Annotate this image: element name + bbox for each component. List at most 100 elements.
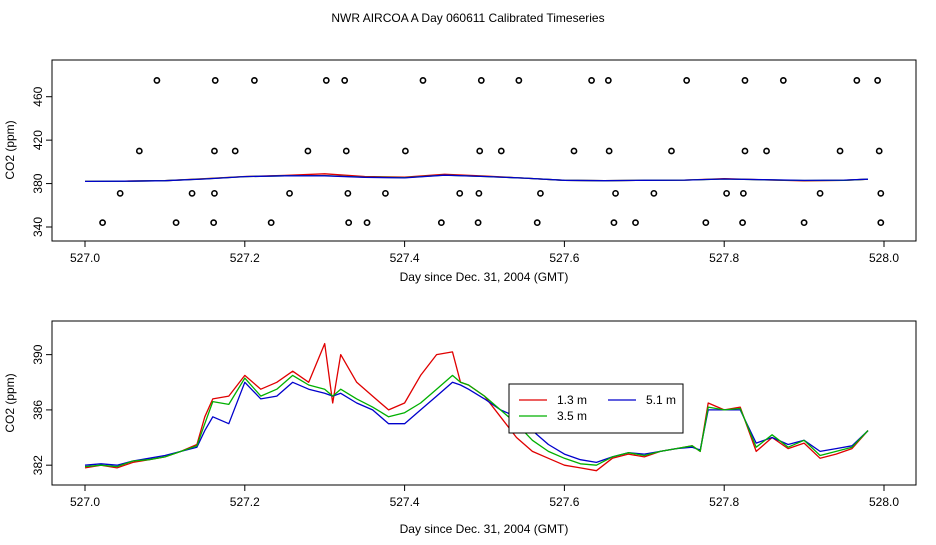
top-calibration-point — [604, 77, 612, 84]
bottom-y-tick-label: 382 — [31, 455, 45, 475]
top-calibration-point — [779, 77, 787, 84]
top-y-tick-label: 340 — [31, 217, 45, 237]
bottom-panel: 527.0 527.2 527.4 527.6 527.8 528.0 382 386 390… — [3, 320, 917, 536]
top-calibration-point — [610, 219, 618, 227]
legend: 1.3 m 5.1 m 3.5 m — [508, 383, 684, 434]
top-x-tick-label: 527.8 — [709, 251, 739, 265]
top-calibration-point — [344, 189, 352, 197]
top-x-tick-label: 527.2 — [230, 251, 260, 265]
top-calibration-point — [286, 189, 293, 197]
top-calibration-point — [497, 147, 505, 155]
top-calibration-point — [836, 147, 844, 155]
top-calibration-point — [474, 219, 482, 227]
bottom-x-tick-label: 527.4 — [390, 495, 420, 509]
legend-box — [508, 383, 684, 434]
top-calibration-point — [739, 219, 746, 227]
top-y-tick-label: 380 — [31, 173, 45, 193]
bottom-plot-frame — [51, 320, 917, 486]
top-series-line-1-3-m — [84, 173, 869, 183]
top-calibration-point — [322, 77, 330, 84]
top-calibration-point — [477, 77, 485, 84]
bottom-series-line-1-3-m — [84, 342, 869, 472]
top-x-tick-label: 527.4 — [390, 251, 420, 265]
bottom-x-tick-label: 527.2 — [230, 495, 260, 509]
top-calibration-point — [763, 147, 770, 155]
top-calibration-point — [605, 147, 613, 155]
top-x-axis: 527.0 527.2 527.4 527.6 527.8 528.0 — [70, 241, 899, 265]
bottom-y-axis-label: CO2 (ppm) — [3, 373, 17, 432]
top-calibration-point — [188, 189, 196, 197]
legend-label-5-1m: 5.1 m — [646, 393, 676, 407]
top-calibration-point — [853, 77, 861, 84]
top-calibration-point — [612, 189, 619, 197]
bottom-series-group — [84, 342, 869, 472]
top-calibration-point — [533, 219, 541, 227]
top-calibration-point — [456, 189, 464, 197]
top-calibration-point — [650, 189, 658, 197]
top-calibration-point — [816, 189, 824, 197]
top-calibration-point — [741, 147, 749, 155]
top-calibration-point — [345, 219, 353, 227]
top-y-axis: 340 380 420 460 — [31, 86, 52, 237]
bottom-y-tick-label: 386 — [31, 400, 45, 420]
top-x-tick-label: 528.0 — [869, 251, 899, 265]
top-calibration-point — [210, 219, 218, 227]
bottom-x-tick-label: 527.0 — [70, 495, 100, 509]
top-calibration-point — [515, 77, 523, 84]
legend-label-3-5m: 3.5 m — [557, 409, 587, 423]
top-calibration-point — [588, 77, 595, 84]
top-calibration-point — [382, 189, 389, 197]
top-calibration-point — [874, 77, 882, 84]
top-panel: 527.0 527.2 527.4 527.6 527.8 528.0 340 380 420… — [3, 59, 917, 284]
bottom-y-tick-label: 390 — [31, 344, 45, 364]
top-y-tick-label: 420 — [31, 130, 45, 150]
top-calibration-point — [211, 147, 218, 155]
top-calibration-point — [211, 189, 218, 197]
top-calibration-point — [570, 147, 578, 155]
top-calibration-point — [342, 147, 350, 155]
bottom-x-tick-label: 527.6 — [549, 495, 579, 509]
top-calibration-point — [475, 189, 483, 197]
bottom-y-axis: 382 386 390 — [31, 344, 52, 475]
top-calibration-point — [341, 77, 349, 84]
top-calibration-point — [401, 147, 409, 155]
top-calibration-point — [668, 147, 675, 155]
top-calibration-point — [135, 147, 143, 155]
top-calibration-point — [437, 219, 445, 227]
top-calibration-point — [739, 189, 747, 197]
bottom-x-axis-label: Day since Dec. 31, 2004 (GMT) — [400, 522, 569, 536]
top-calibration-point — [153, 77, 161, 84]
top-calibration-point — [741, 77, 749, 84]
top-calibration-point — [723, 189, 730, 197]
top-calibration-point — [702, 219, 710, 227]
top-calibration-point — [419, 77, 427, 84]
top-calibration-point — [211, 77, 219, 84]
bottom-x-tick-label: 527.8 — [709, 495, 739, 509]
top-series-group — [84, 173, 869, 183]
chart-title: NWR AIRCOA A Day 060611 Calibrated Times… — [331, 11, 604, 25]
top-calibration-point — [632, 219, 639, 227]
top-calibration-point — [875, 147, 883, 155]
top-calibration-point — [877, 189, 885, 197]
top-calibration-point — [304, 147, 312, 155]
top-y-axis-label: CO2 (ppm) — [3, 120, 17, 179]
top-calibration-point — [683, 77, 691, 84]
top-calibration-point — [800, 219, 808, 227]
bottom-x-axis: 527.0 527.2 527.4 527.6 527.8 528.0 — [70, 485, 899, 509]
top-calibration-point — [476, 147, 484, 155]
top-calibration-point — [250, 77, 258, 84]
top-calibration-point — [537, 189, 544, 197]
top-calibration-point — [267, 219, 275, 227]
top-calibration-points — [99, 77, 885, 227]
top-calibration-point — [116, 189, 124, 197]
top-x-axis-label: Day since Dec. 31, 2004 (GMT) — [400, 270, 569, 284]
legend-label-1-3m: 1.3 m — [557, 393, 587, 407]
bottom-series-line-3-5-m — [84, 374, 869, 468]
top-calibration-point — [172, 219, 180, 227]
bottom-x-tick-label: 528.0 — [869, 495, 899, 509]
top-series-line-5-1-m — [84, 174, 869, 183]
top-y-tick-label: 460 — [31, 86, 45, 106]
top-x-tick-label: 527.0 — [70, 251, 100, 265]
top-calibration-point — [363, 219, 371, 227]
top-plot-frame — [51, 59, 917, 242]
